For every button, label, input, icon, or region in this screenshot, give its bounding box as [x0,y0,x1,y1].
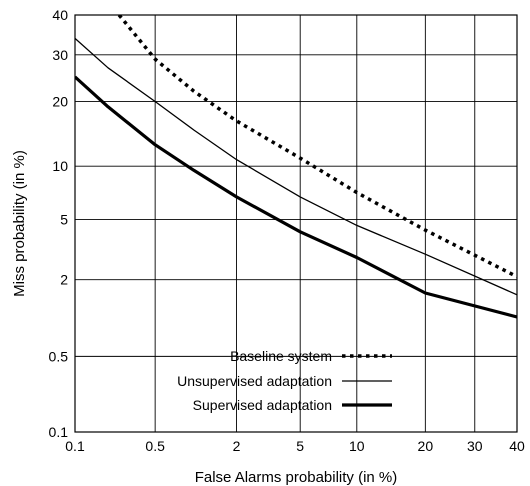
legend-item-baseline: Baseline system [230,348,392,364]
x-tick-label: 2 [233,438,241,454]
series-line-baseline [117,15,517,279]
x-tick-label: 0.1 [65,438,85,454]
x-tick-label: 10 [349,438,365,454]
series-line-supervised [75,75,517,319]
y-tick-label: 30 [52,47,68,63]
y-tick-label: 5 [60,212,68,228]
y-tick-label: 0.1 [49,424,69,440]
y-axis-label: Miss probability (in %) [11,150,28,297]
y-tick-label: 20 [52,93,68,109]
y-tick-label: 2 [60,272,68,288]
x-tick-label: 0.5 [145,438,165,454]
plot-frame [74,14,518,433]
legend-label-supervised: Supervised adaptation [193,397,332,413]
legend-label-baseline: Baseline system [230,348,332,364]
y-tick-label: 0.5 [49,348,69,364]
x-axis-label: False Alarms probability (in %) [195,469,398,486]
legend-item-unsupervised: Unsupervised adaptation [177,373,392,389]
y-axis-ticks: 0.1 0.5 2 5 10 20 30 40 [49,7,69,440]
y-tick-label: 10 [52,158,68,174]
series-line-unsupervised [75,37,517,296]
legend: Baseline system Unsupervised adaptation … [177,348,392,413]
legend-item-supervised: Supervised adaptation [193,397,392,413]
y-tick-label: 40 [52,7,68,23]
x-tick-label: 20 [418,438,434,454]
grid [75,15,517,432]
x-tick-label: 5 [296,438,304,454]
plot-series [75,15,517,319]
x-axis-ticks: 0.1 0.5 2 5 10 20 30 40 [65,438,525,454]
x-tick-label: 30 [467,438,483,454]
x-tick-label: 40 [509,438,525,454]
legend-label-unsupervised: Unsupervised adaptation [177,373,332,389]
